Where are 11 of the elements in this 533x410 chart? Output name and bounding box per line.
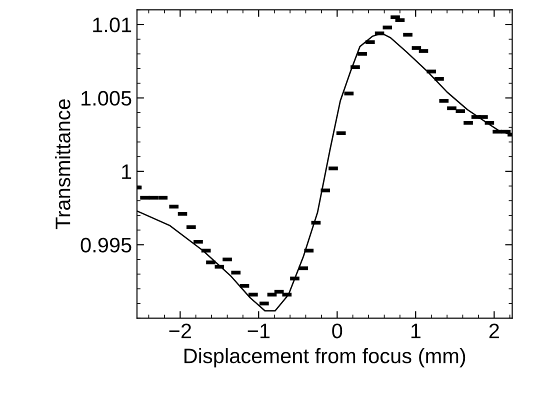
y-axis-title: Transmittance xyxy=(55,99,70,230)
x-tick-label: 0 xyxy=(332,324,342,338)
x-tick-label: −2 xyxy=(169,324,191,338)
x-tick-label: −1 xyxy=(248,324,270,338)
y-tick-label: 1.005 xyxy=(82,90,132,106)
x-tick-label: 2 xyxy=(489,324,499,338)
x-tick-label: 1 xyxy=(411,324,420,338)
y-tick-label: 0.995 xyxy=(80,238,132,253)
y-tick-label: 1 xyxy=(122,164,132,179)
x-axis-title: Displacement from focus (mm) xyxy=(184,348,466,368)
y-tick-label: 1.01 xyxy=(93,18,132,32)
